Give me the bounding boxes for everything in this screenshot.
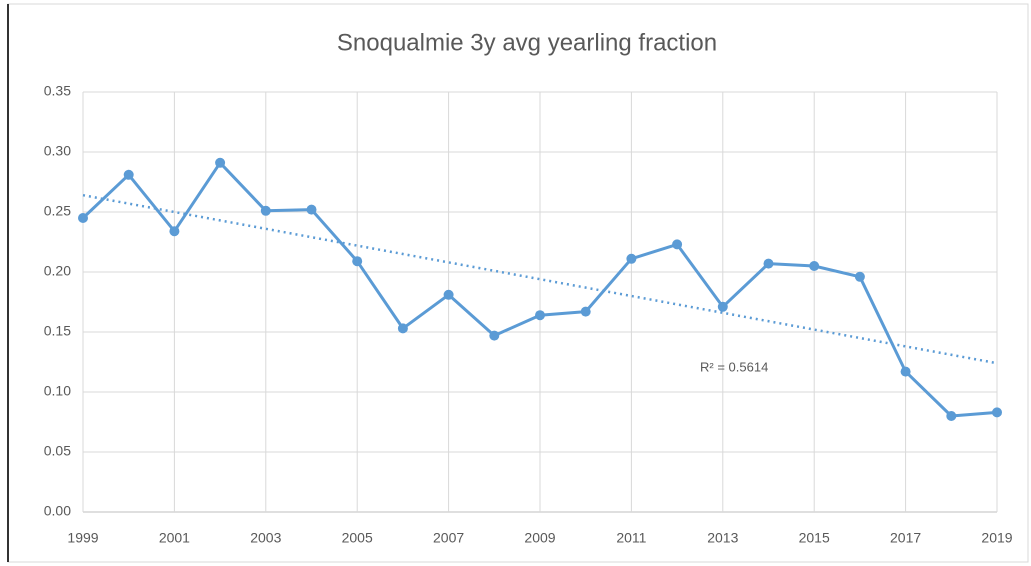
x-tick-label: 1999 xyxy=(67,530,98,546)
data-point xyxy=(763,258,774,269)
x-tick-label: 2003 xyxy=(250,530,281,546)
x-tick-label: 2007 xyxy=(433,530,464,546)
data-point xyxy=(78,213,88,223)
data-point xyxy=(215,157,226,168)
data-point xyxy=(260,205,271,216)
data-point xyxy=(946,411,957,421)
data-point xyxy=(535,310,545,321)
data-point xyxy=(489,330,500,341)
y-tick-label: 0.15 xyxy=(44,323,71,339)
data-point xyxy=(443,289,454,300)
data-point xyxy=(717,301,728,312)
data-point xyxy=(626,253,637,264)
y-tick-label: 0.00 xyxy=(44,503,71,519)
x-tick-label: 2009 xyxy=(524,530,555,546)
x-tick-label: 2015 xyxy=(799,530,830,546)
y-tick-label: 0.10 xyxy=(44,383,71,399)
data-point xyxy=(123,169,134,180)
x-tick-label: 2001 xyxy=(159,530,190,546)
x-tick-label: 2011 xyxy=(616,530,646,546)
chart-frame xyxy=(7,3,1029,563)
data-point xyxy=(352,256,363,267)
data-point xyxy=(809,261,820,271)
trendline xyxy=(82,193,998,365)
data-point xyxy=(900,366,911,377)
y-tick-label: 0.30 xyxy=(44,143,71,159)
y-tick-label: 0.35 xyxy=(44,83,71,99)
chart-title: Snoqualmie 3y avg yearling fraction xyxy=(337,29,717,56)
x-tick-label: 2019 xyxy=(981,530,1012,546)
y-tick-label: 0.05 xyxy=(44,443,71,459)
y-tick-label: 0.25 xyxy=(44,203,71,219)
x-tick-label: 2013 xyxy=(707,530,738,546)
x-tick-label: 2005 xyxy=(342,530,373,546)
data-point xyxy=(169,226,180,237)
data-point xyxy=(854,271,865,282)
data-point xyxy=(397,323,408,334)
data-point xyxy=(580,306,591,317)
y-tick-label: 0.20 xyxy=(44,263,71,279)
x-tick-label: 2017 xyxy=(890,530,921,546)
data-point xyxy=(306,204,317,215)
trendline-annotation: R² = 0.5614 xyxy=(700,359,768,374)
data-point xyxy=(672,239,683,250)
data-point xyxy=(992,407,1002,418)
